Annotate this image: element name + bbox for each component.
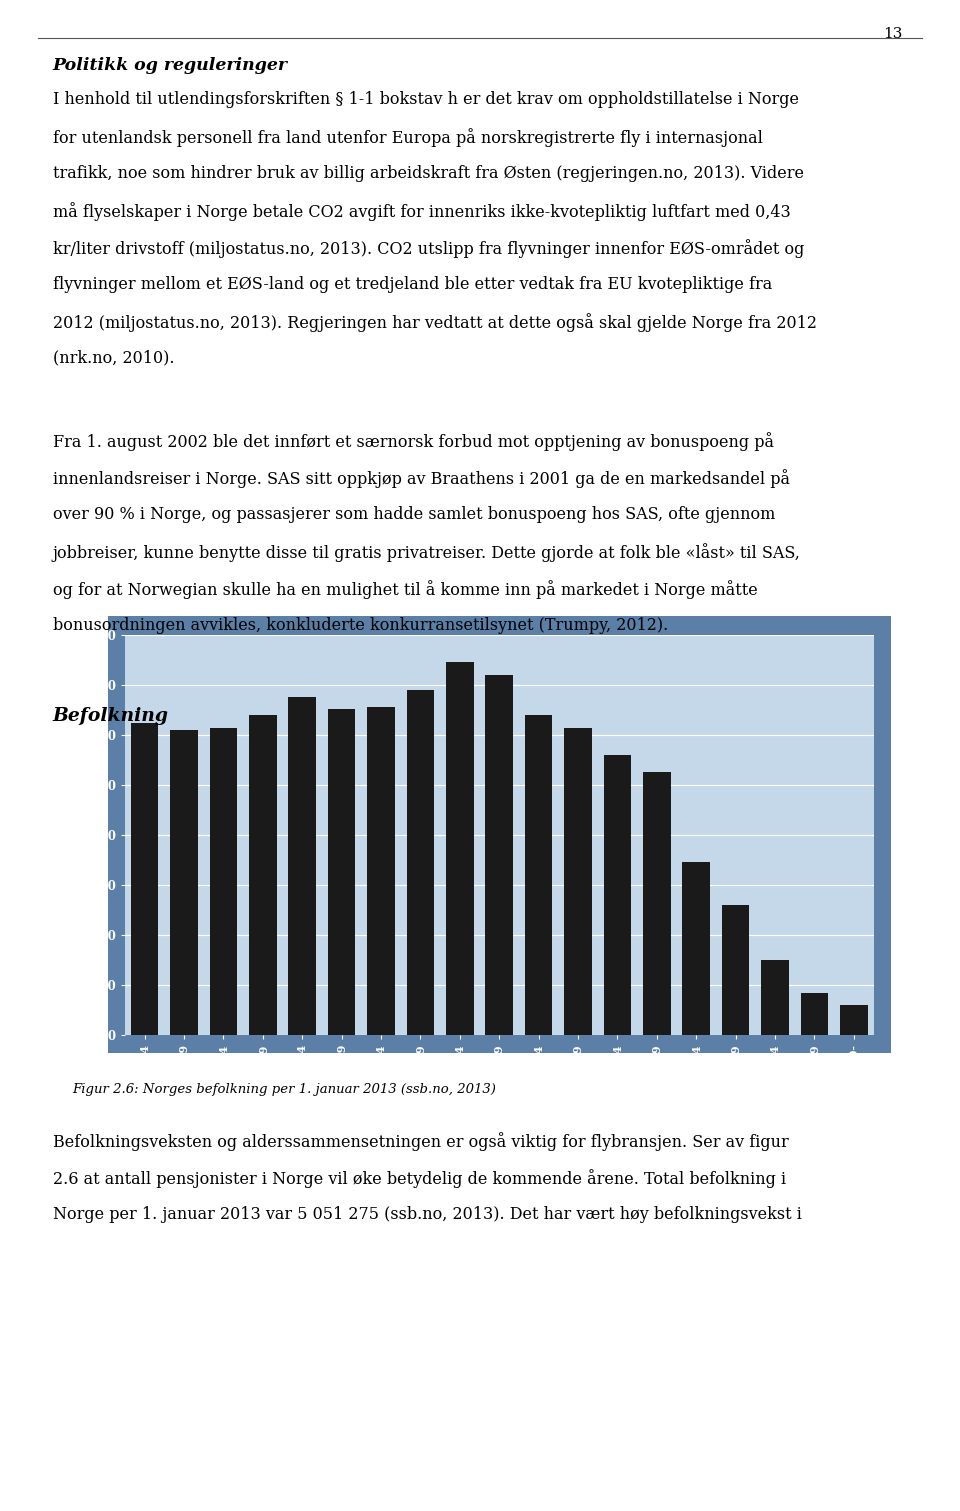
- Text: trafikk, noe som hindrer bruk av billig arbeidskraft fra Østen (regjeringen.no, : trafikk, noe som hindrer bruk av billig …: [53, 165, 804, 181]
- Bar: [407, 689, 434, 1035]
- Bar: [249, 715, 276, 1035]
- Bar: [367, 707, 395, 1035]
- Text: over 90 % i Norge, og passasjerer som hadde samlet bonuspoeng hos SAS, ofte gjen: over 90 % i Norge, og passasjerer som ha…: [53, 506, 775, 523]
- Bar: [564, 728, 591, 1035]
- Bar: [288, 697, 316, 1035]
- Text: innenlandsreiser i Norge. SAS sitt oppkjøp av Braathens i 2001 ga de en markedsa: innenlandsreiser i Norge. SAS sitt oppkj…: [53, 468, 790, 488]
- Y-axis label: Antall personer: Antall personer: [46, 778, 59, 891]
- Bar: [722, 905, 750, 1035]
- Bar: [643, 772, 671, 1035]
- Bar: [604, 754, 632, 1035]
- Text: kr/liter drivstoff (miljostatus.no, 2013). CO2 utslipp fra flyvninger innenfor E: kr/liter drivstoff (miljostatus.no, 2013…: [53, 239, 804, 258]
- Text: Norge per 1. januar 2013 var 5 051 275 (ssb.no, 2013). Det har vært høy befolkni: Norge per 1. januar 2013 var 5 051 275 (…: [53, 1206, 802, 1222]
- Bar: [525, 715, 552, 1035]
- Text: for utenlandsk personell fra land utenfor Europa på norskregistrerte fly i inter: for utenlandsk personell fra land utenfo…: [53, 128, 762, 147]
- Text: flyvninger mellom et EØS-land og et tredjeland ble etter vedtak fra EU kvoteplik: flyvninger mellom et EØS-land og et tred…: [53, 277, 772, 293]
- Text: Fra 1. august 2002 ble det innført et særnorsk forbud mot opptjening av bonuspoe: Fra 1. august 2002 ble det innført et sæ…: [53, 432, 774, 452]
- Text: må flyselskaper i Norge betale CO2 avgift for innenriks ikke-kvotepliktig luftfa: må flyselskaper i Norge betale CO2 avgif…: [53, 202, 790, 221]
- Bar: [446, 662, 473, 1035]
- Bar: [801, 993, 828, 1035]
- Text: Befolkning: Befolkning: [53, 707, 169, 725]
- Bar: [683, 861, 710, 1035]
- Bar: [209, 728, 237, 1035]
- Text: Figur 2.6: Norges befolkning per 1. januar 2013 (ssb.no, 2013): Figur 2.6: Norges befolkning per 1. janu…: [72, 1083, 496, 1097]
- Bar: [486, 674, 513, 1035]
- Bar: [761, 959, 789, 1035]
- Text: (nrk.no, 2010).: (nrk.no, 2010).: [53, 351, 175, 367]
- Bar: [327, 709, 355, 1035]
- Text: og for at Norwegian skulle ha en mulighet til å komme inn på markedet i Norge må: og for at Norwegian skulle ha en mulighe…: [53, 580, 757, 600]
- Text: Politikk og reguleringer: Politikk og reguleringer: [53, 57, 288, 74]
- Bar: [170, 730, 198, 1035]
- Bar: [131, 722, 158, 1035]
- Text: bonusordningen avvikles, konkluderte konkurransetilsynet (Trumpy, 2012).: bonusordningen avvikles, konkluderte kon…: [53, 618, 668, 635]
- Text: Befolkningsveksten og alderssammensetningen er også viktig for flybransjen. Ser : Befolkningsveksten og alderssammensetnin…: [53, 1132, 788, 1151]
- Text: 2012 (miljostatus.no, 2013). Regjeringen har vedtatt at dette også skal gjelde N: 2012 (miljostatus.no, 2013). Regjeringen…: [53, 313, 817, 332]
- X-axis label: Alder: Alder: [478, 1085, 520, 1098]
- Text: I henhold til utlendingsforskriften § 1-1 bokstav h er det krav om oppholdstilla: I henhold til utlendingsforskriften § 1-…: [53, 91, 799, 107]
- Text: 13: 13: [883, 27, 902, 41]
- Text: jobbreiser, kunne benytte disse til gratis privatreiser. Dette gjorde at folk bl: jobbreiser, kunne benytte disse til grat…: [53, 544, 801, 562]
- Bar: [840, 1005, 868, 1035]
- Text: 2.6 at antall pensjonister i Norge vil øke betydelig de kommende årene. Total be: 2.6 at antall pensjonister i Norge vil ø…: [53, 1170, 786, 1188]
